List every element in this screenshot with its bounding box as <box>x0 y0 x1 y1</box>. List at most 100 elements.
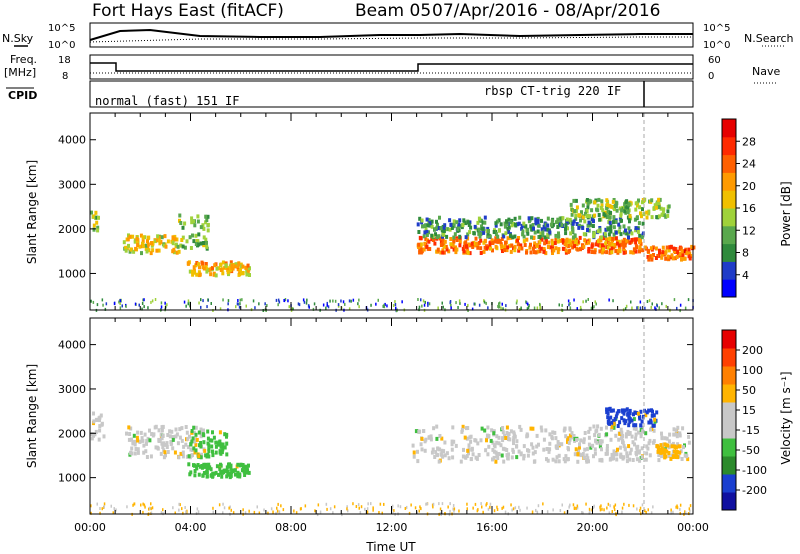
data-cell <box>612 449 616 454</box>
data-cell <box>211 266 214 271</box>
clutter-cell <box>372 508 374 512</box>
data-cell <box>138 439 142 444</box>
data-cell <box>248 273 251 277</box>
data-cell <box>468 435 472 440</box>
data-cell <box>168 429 172 434</box>
data-cell <box>205 267 209 272</box>
data-cell <box>539 425 543 430</box>
data-cell <box>497 218 501 223</box>
data-cell <box>491 440 495 445</box>
data-cell <box>627 416 631 421</box>
data-cell <box>149 454 153 459</box>
data-cell <box>477 241 481 245</box>
clutter-cell <box>394 303 397 306</box>
clutter-cell <box>267 511 269 515</box>
clutter-cell <box>344 302 346 306</box>
clutter-cell <box>502 505 505 509</box>
data-cell <box>590 208 594 213</box>
data-cell <box>533 459 537 464</box>
data-cell <box>554 459 558 464</box>
data-cell <box>430 233 434 238</box>
data-cell <box>659 450 663 455</box>
data-cell <box>507 230 511 234</box>
data-cell <box>646 248 650 253</box>
data-cell <box>479 438 483 443</box>
data-cell <box>193 439 197 444</box>
data-cell <box>180 238 184 242</box>
data-cell <box>157 238 161 243</box>
clutter-cell <box>319 510 322 514</box>
data-cell <box>92 214 96 219</box>
data-cell <box>189 246 193 250</box>
data-cell <box>445 247 449 252</box>
data-cell <box>612 421 616 426</box>
clutter-cell <box>346 505 348 509</box>
data-cell <box>577 223 581 228</box>
data-cell <box>212 271 216 276</box>
data-cell <box>191 233 194 238</box>
data-cell <box>126 237 130 242</box>
clutter-cell <box>613 508 616 512</box>
data-cell <box>612 215 616 220</box>
data-cell <box>230 470 234 474</box>
data-cell <box>430 450 434 455</box>
clutter-cell <box>143 503 146 507</box>
data-cell <box>519 452 523 457</box>
data-cell <box>449 222 453 227</box>
data-cell <box>127 437 131 442</box>
data-cell <box>628 214 632 219</box>
data-cell <box>450 226 454 230</box>
data-cell <box>584 211 587 216</box>
data-cell <box>612 225 616 230</box>
nsearch-series <box>89 36 693 43</box>
data-cell <box>521 232 525 237</box>
data-cell <box>506 245 510 250</box>
data-cell <box>603 231 607 236</box>
data-cell <box>411 443 415 448</box>
data-cell <box>634 226 638 231</box>
data-cell <box>536 229 540 234</box>
clutter-cell <box>101 298 104 302</box>
data-cell <box>531 246 535 251</box>
data-cell <box>196 239 200 244</box>
data-cell <box>672 449 676 454</box>
data-cell <box>608 220 612 225</box>
clutter-cell <box>467 303 469 307</box>
data-cell <box>220 474 224 479</box>
clutter-cell <box>533 306 536 310</box>
clutter-cell <box>453 509 455 513</box>
data-cell <box>412 450 416 455</box>
data-cell <box>96 225 100 230</box>
data-cell <box>582 232 586 237</box>
data-cell <box>587 459 590 464</box>
data-cell <box>618 431 622 436</box>
data-cell <box>611 220 615 225</box>
data-cell <box>195 261 199 265</box>
data-cell <box>566 244 570 248</box>
data-cell <box>638 233 642 238</box>
clutter-cell <box>245 304 247 308</box>
data-cell <box>572 219 576 224</box>
data-cell <box>579 453 583 458</box>
data-cell <box>522 239 526 244</box>
data-cell <box>427 435 431 440</box>
data-cell <box>464 240 468 245</box>
data-cell <box>587 442 591 447</box>
data-cell <box>148 438 152 443</box>
data-cell <box>643 245 647 250</box>
data-cell <box>421 224 424 229</box>
clutter-cell <box>539 302 541 306</box>
data-cell <box>590 250 594 254</box>
data-cell <box>135 236 139 241</box>
data-cell <box>474 236 478 241</box>
data-cell <box>635 452 638 457</box>
clutter-cell <box>239 298 241 302</box>
clutter-cell <box>636 507 638 511</box>
data-cell <box>185 454 189 459</box>
data-cell <box>181 244 185 249</box>
data-cell <box>609 456 613 461</box>
data-cell <box>197 242 201 247</box>
data-cell <box>193 223 197 228</box>
data-cell <box>625 238 629 243</box>
data-cell <box>156 234 160 239</box>
